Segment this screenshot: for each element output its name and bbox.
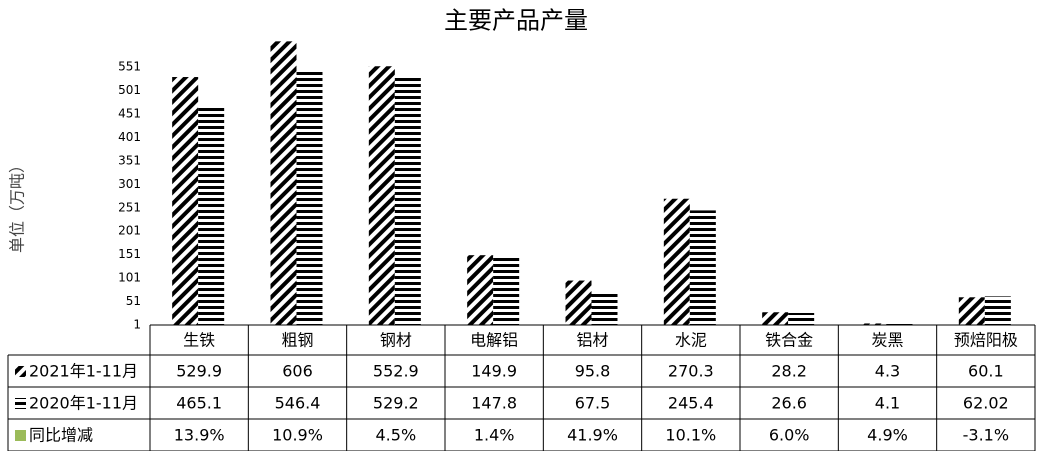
y-tick-label: 251 bbox=[118, 200, 141, 214]
x-tick-label: 水泥 bbox=[675, 331, 707, 350]
legend-key bbox=[15, 366, 26, 377]
table-cell: 67.5 bbox=[575, 394, 611, 413]
table-cell: 529.9 bbox=[176, 362, 222, 381]
bar bbox=[788, 312, 815, 325]
x-tick-label: 预焙阳极 bbox=[954, 331, 1018, 350]
table-cell: 6.0% bbox=[769, 426, 810, 445]
table-cell: 95.8 bbox=[575, 362, 611, 381]
table-cell: 1.4% bbox=[474, 426, 515, 445]
y-tick-label: 401 bbox=[118, 130, 141, 144]
bar bbox=[198, 107, 225, 325]
bar bbox=[984, 296, 1011, 325]
y-tick-label: 151 bbox=[118, 247, 141, 261]
bar bbox=[958, 297, 985, 325]
bar bbox=[565, 280, 592, 325]
x-tick-label: 粗钢 bbox=[281, 331, 313, 350]
table-cell: 270.3 bbox=[668, 362, 714, 381]
bar bbox=[467, 255, 494, 325]
table-cell: 60.1 bbox=[968, 362, 1004, 381]
table-cell: 546.4 bbox=[275, 394, 321, 413]
y-tick-label: 101 bbox=[118, 271, 141, 285]
x-tick-label: 电解铝 bbox=[470, 331, 518, 350]
legend-label: 2020年1-11月 bbox=[29, 394, 138, 413]
y-axis-label: 单位（万吨） bbox=[8, 157, 27, 253]
table-cell: -3.1% bbox=[963, 426, 1009, 445]
table-cell: 10.1% bbox=[665, 426, 716, 445]
y-tick-label: 451 bbox=[118, 107, 141, 121]
legend-key bbox=[15, 430, 26, 441]
table-cell: 13.9% bbox=[174, 426, 225, 445]
y-tick-label: 351 bbox=[118, 153, 141, 167]
legend-label: 同比增减 bbox=[29, 426, 93, 445]
bar bbox=[172, 77, 199, 326]
table-cell: 62.02 bbox=[963, 394, 1009, 413]
table-cell: 147.8 bbox=[471, 394, 517, 413]
table-cell: 4.5% bbox=[376, 426, 417, 445]
table-cell: 41.9% bbox=[567, 426, 618, 445]
table-cell: 552.9 bbox=[373, 362, 419, 381]
y-tick-label: 301 bbox=[118, 177, 141, 191]
bar bbox=[394, 77, 421, 325]
table-cell: 149.9 bbox=[471, 362, 517, 381]
x-tick-label: 铝材 bbox=[576, 331, 608, 350]
y-tick-label: 1 bbox=[133, 318, 141, 332]
y-tick-label: 551 bbox=[118, 60, 141, 74]
bar bbox=[689, 210, 716, 325]
bar bbox=[493, 256, 520, 325]
bar bbox=[663, 198, 690, 325]
bar bbox=[270, 41, 297, 325]
bar bbox=[296, 69, 323, 325]
y-tick-label: 501 bbox=[118, 83, 141, 97]
bar bbox=[762, 312, 789, 325]
table-cell: 26.6 bbox=[771, 394, 807, 413]
bar bbox=[886, 323, 913, 325]
table-cell: 10.9% bbox=[272, 426, 323, 445]
x-tick-label: 生铁 bbox=[183, 331, 215, 350]
table-cell: 465.1 bbox=[176, 394, 222, 413]
table-cell: 245.4 bbox=[668, 394, 714, 413]
table-cell: 529.2 bbox=[373, 394, 419, 413]
table-cell: 4.1 bbox=[875, 394, 900, 413]
bar bbox=[591, 293, 618, 325]
table-cell: 28.2 bbox=[771, 362, 807, 381]
x-tick-label: 钢材 bbox=[380, 331, 412, 350]
x-tick-label: 炭黑 bbox=[871, 331, 903, 350]
legend-label: 2021年1-11月 bbox=[29, 362, 138, 381]
bar bbox=[368, 66, 395, 325]
y-tick-label: 201 bbox=[118, 224, 141, 238]
table-cell: 4.9% bbox=[867, 426, 908, 445]
legend-key bbox=[15, 398, 26, 409]
bar bbox=[860, 323, 887, 325]
chart-title: 主要产品产量 bbox=[444, 7, 588, 35]
table-cell: 4.3 bbox=[875, 362, 900, 381]
table-cell: 606 bbox=[282, 362, 313, 381]
x-tick-label: 铁合金 bbox=[765, 331, 813, 350]
y-tick-label: 51 bbox=[126, 294, 141, 308]
